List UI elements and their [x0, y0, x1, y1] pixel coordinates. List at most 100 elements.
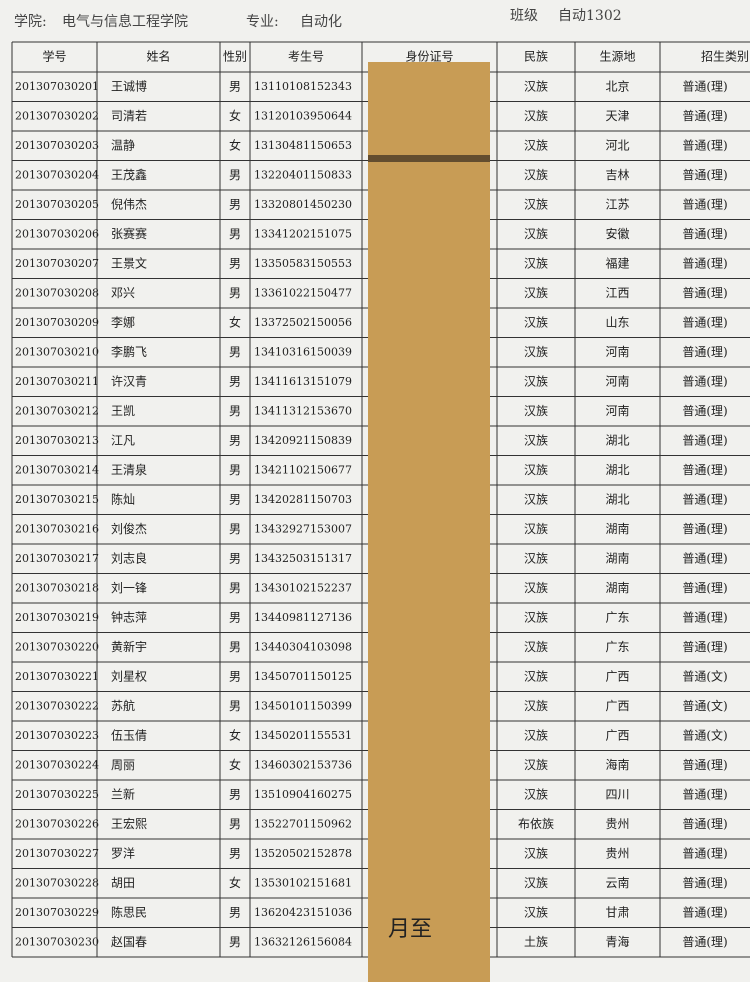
- text-cell: 黄新宇: [111, 639, 147, 654]
- number-cell: 201307030208: [15, 286, 99, 299]
- text-cell: 山东: [605, 315, 629, 329]
- text-cell: 男: [229, 640, 241, 654]
- number-cell: 13341202151075: [254, 227, 352, 240]
- text-cell: 广东: [605, 610, 629, 624]
- text-cell: 普通(理): [682, 79, 727, 93]
- text-cell: 广东: [605, 640, 629, 654]
- text-cell: 普通(理): [682, 905, 727, 919]
- number-cell: 201307030212: [15, 404, 99, 417]
- text-cell: 汉族: [524, 669, 548, 683]
- text-cell: 普通(理): [682, 581, 727, 595]
- text-cell: 汉族: [524, 315, 548, 329]
- number-cell: 201307030228: [15, 876, 99, 889]
- number-cell: 13510904160275: [254, 788, 352, 801]
- text-cell: 普通(理): [682, 610, 727, 624]
- text-cell: 男: [229, 79, 241, 93]
- text-cell: 河南: [605, 373, 629, 388]
- text-cell: 汉族: [524, 227, 548, 241]
- number-cell: 201307030209: [15, 316, 99, 329]
- text-cell: 汉族: [524, 758, 548, 772]
- text-cell: 普通(理): [682, 374, 727, 388]
- text-cell: 汉族: [524, 581, 548, 595]
- text-cell: 倪伟杰: [111, 197, 147, 211]
- text-cell: 苏航: [111, 698, 135, 713]
- text-cell: 男: [229, 935, 241, 949]
- column-header: 招生类别: [701, 50, 749, 64]
- number-cell: 13421102150677: [254, 463, 352, 476]
- text-cell: 江苏: [605, 197, 629, 211]
- number-cell: 201307030226: [15, 817, 99, 830]
- text-cell: 普通(理): [682, 404, 727, 418]
- text-cell: 许汉青: [111, 374, 147, 388]
- text-cell: 男: [229, 374, 241, 388]
- number-cell: 13410316150039: [254, 345, 352, 358]
- number-cell: 201307030230: [15, 935, 99, 948]
- text-cell: 王宏熙: [111, 816, 147, 831]
- major-label: 专业:: [246, 14, 279, 30]
- number-cell: 13411613151079: [254, 375, 352, 388]
- text-cell: 王清泉: [111, 463, 147, 477]
- number-cell: 201307030206: [15, 227, 99, 240]
- text-cell: 广西: [605, 728, 629, 742]
- text-cell: 陈灿: [111, 491, 135, 506]
- text-cell: 贵州: [605, 846, 629, 860]
- text-cell: 广西: [605, 699, 629, 713]
- text-cell: 普通(文): [682, 698, 727, 713]
- text-cell: 普通(理): [682, 463, 727, 477]
- text-cell: 王诚博: [111, 78, 147, 93]
- text-cell: 伍玉倩: [111, 728, 147, 742]
- text-cell: 胡田: [111, 876, 135, 890]
- number-cell: 201307030202: [15, 109, 99, 122]
- text-cell: 汉族: [524, 846, 548, 860]
- text-cell: 王茂鑫: [111, 167, 147, 182]
- text-cell: 吉林: [605, 168, 629, 182]
- text-cell: 男: [229, 669, 241, 683]
- text-cell: 汉族: [524, 286, 548, 300]
- text-cell: 汉族: [524, 522, 548, 536]
- number-cell: 201307030215: [15, 493, 99, 506]
- text-cell: 赵国春: [111, 935, 147, 949]
- column-header: 考生号: [288, 50, 324, 64]
- college-label: 学院:: [14, 14, 47, 30]
- class-label: 班级: [510, 8, 538, 24]
- text-cell: 男: [229, 699, 241, 713]
- text-cell: 云南: [605, 875, 629, 890]
- number-cell: 13420921150839: [254, 434, 352, 447]
- text-cell: 周丽: [111, 758, 135, 772]
- number-cell: 13520502152878: [254, 847, 352, 860]
- text-cell: 罗洋: [111, 845, 135, 860]
- text-cell: 普通(理): [682, 138, 727, 152]
- strip-text: 月至: [388, 917, 432, 942]
- text-cell: 刘一锋: [111, 581, 147, 595]
- number-cell: 13632126156084: [254, 935, 352, 948]
- number-cell: 201307030213: [15, 434, 99, 447]
- text-cell: 贵州: [605, 817, 629, 831]
- number-cell: 201307030207: [15, 257, 99, 270]
- text-cell: 湖北: [605, 491, 629, 506]
- text-cell: 普通(理): [682, 522, 727, 536]
- number-cell: 13420281150703: [254, 493, 352, 506]
- text-cell: 温静: [111, 138, 135, 152]
- number-cell: 13440304103098: [254, 640, 352, 653]
- text-cell: 湖南: [605, 550, 629, 565]
- text-cell: 陈思民: [111, 904, 147, 919]
- column-header: 民族: [524, 50, 548, 64]
- number-cell: 201307030211: [15, 375, 99, 388]
- number-cell: 13320801450230: [254, 198, 352, 211]
- text-cell: 汉族: [524, 787, 548, 801]
- text-cell: 男: [229, 404, 241, 418]
- text-cell: 湖南: [605, 521, 629, 536]
- text-cell: 男: [229, 581, 241, 595]
- text-cell: 汉族: [524, 138, 548, 152]
- text-cell: 天津: [605, 109, 629, 123]
- number-cell: 13460302153736: [254, 758, 352, 771]
- text-cell: 汉族: [524, 492, 548, 506]
- text-cell: 河南: [605, 344, 629, 359]
- text-cell: 男: [229, 433, 241, 447]
- text-cell: 普通(理): [682, 876, 727, 890]
- text-cell: 汉族: [524, 463, 548, 477]
- number-cell: 201307030219: [15, 611, 99, 624]
- text-cell: 男: [229, 846, 241, 860]
- number-cell: 13411312153670: [254, 404, 352, 417]
- number-cell: 13450101150399: [254, 699, 352, 712]
